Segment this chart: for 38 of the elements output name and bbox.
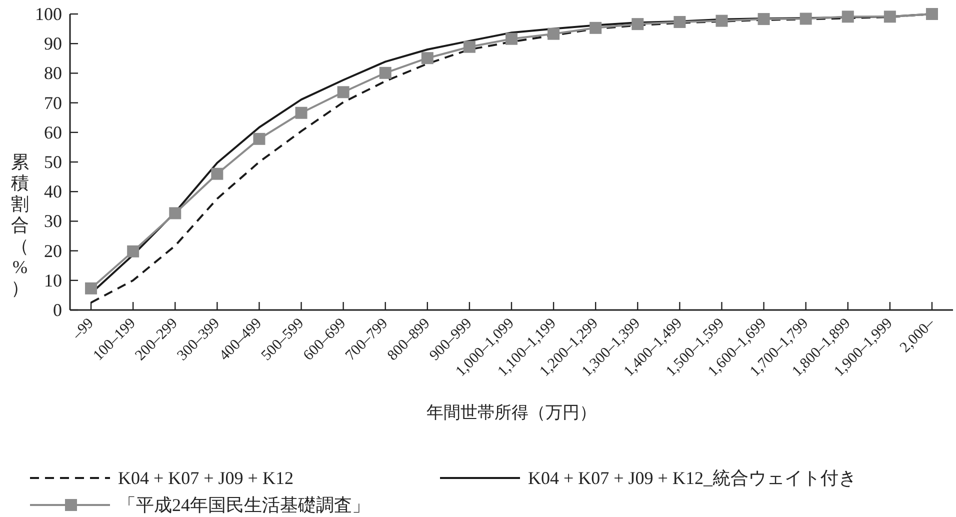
point: [506, 32, 518, 45]
point: [674, 16, 686, 28]
y-tick-label: 80: [44, 63, 62, 84]
x-tick-label: –99: [68, 316, 97, 344]
y-tick-label: 30: [44, 211, 62, 232]
y-tick-label: 0: [53, 300, 62, 320]
point: [253, 132, 266, 145]
point: [842, 10, 854, 23]
y-tick-label: 20: [44, 240, 62, 261]
point: [337, 86, 350, 98]
point: [884, 10, 896, 23]
point: [379, 66, 392, 79]
point: [421, 52, 434, 64]
x-axis-title: 年間世帯所得（万円）: [426, 403, 596, 422]
legend-label: 「平成24年国民生活基礎調査」: [118, 495, 370, 515]
point: [926, 8, 938, 20]
point: [590, 22, 602, 34]
y-tick-label: 70: [44, 92, 62, 113]
point: [127, 245, 140, 258]
point: [85, 282, 98, 294]
point: [295, 106, 308, 119]
point: [211, 168, 224, 180]
y-tick-label: 50: [44, 152, 62, 172]
y-tick-label: 60: [44, 122, 62, 142]
legend-label: K04 + K07 + J09 + K12_統合ウェイト付き: [528, 468, 856, 488]
y-tick-label: 90: [44, 34, 62, 54]
point: [632, 18, 644, 30]
y-tick-label: 10: [44, 270, 62, 290]
point: [548, 28, 560, 40]
point: [716, 14, 728, 27]
y-tick-label: 100: [35, 4, 62, 24]
y-tick-label: 40: [44, 182, 62, 202]
legend-label: K04 + K07 + J09 + K12: [118, 468, 294, 488]
point: [463, 40, 476, 53]
point: [758, 13, 770, 26]
point: [169, 207, 182, 220]
point: [800, 12, 812, 25]
y-axis-title: 累積割合（%）: [11, 152, 29, 298]
